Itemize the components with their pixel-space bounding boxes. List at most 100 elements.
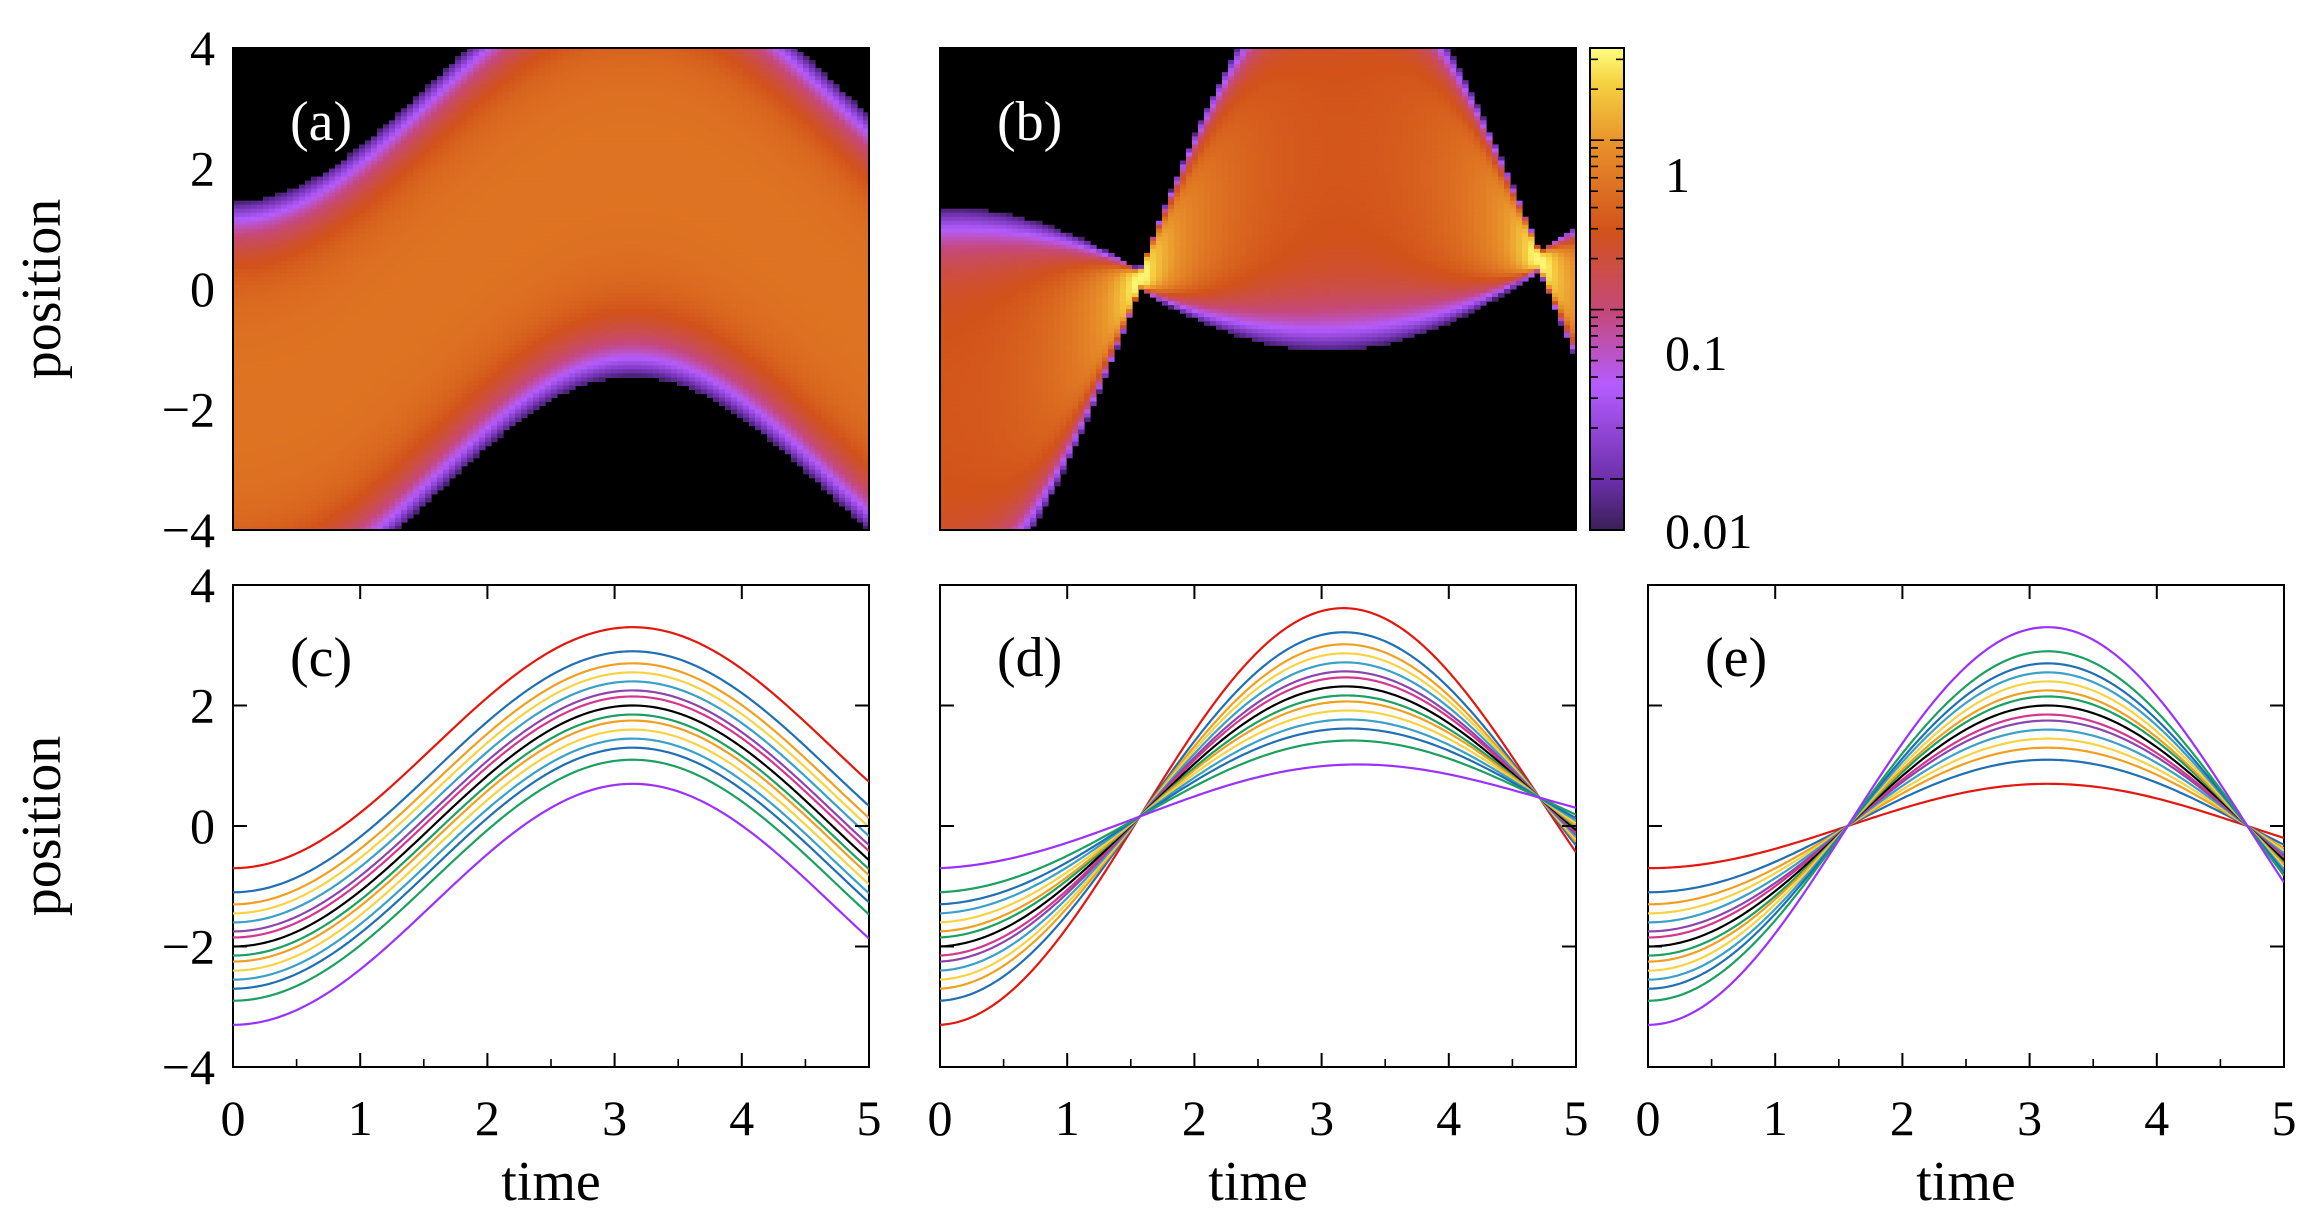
heat-cell-a-4293	[503, 228, 510, 234]
heat-cell-a-2738	[413, 176, 420, 182]
heat-cell-a-592	[275, 256, 282, 262]
heat-cell-a-3896	[479, 216, 486, 222]
heat-cell-a-988	[299, 481, 306, 487]
heat-cell-a-2547	[401, 248, 408, 254]
heat-cell-a-1780	[353, 393, 360, 399]
heat-cell-a-2151	[377, 313, 384, 318]
heat-cell-a-4913	[545, 132, 552, 137]
heat-cell-a-2541	[401, 224, 408, 230]
heat-cell-a-3116	[431, 429, 438, 435]
heat-cell-a-4600	[521, 329, 528, 334]
heat-cell-a-2961	[425, 228, 432, 234]
heat-cell-a-850	[293, 272, 300, 278]
heat-cell-a-3571	[461, 152, 468, 158]
heat-cell-a-2423	[395, 172, 402, 178]
heat-cell-a-4985	[551, 68, 558, 73]
heat-cell-a-4053	[491, 48, 498, 53]
heat-cell-a-2833	[419, 136, 426, 141]
heat-cell-a-3673	[467, 144, 474, 150]
heat-cell-a-3220	[437, 429, 444, 435]
heat-cell-a-1761	[353, 317, 360, 322]
heat-cell-a-3982	[485, 160, 492, 166]
heat-cell-a-1372	[329, 248, 336, 254]
heat-cell-a-2393	[389, 469, 396, 475]
heat-cell-a-4066	[491, 100, 498, 105]
heat-cell-a-4032	[485, 361, 492, 366]
heat-cell-a-2983	[425, 317, 432, 322]
heat-cell-a-978	[299, 441, 306, 447]
heat-cell-a-951	[299, 333, 306, 338]
heat-cell-a-3460	[455, 128, 462, 133]
heat-cell-a-2944	[425, 160, 432, 166]
heat-cell-a-1459	[335, 232, 342, 238]
heat-cell-a-1684	[347, 389, 354, 395]
heat-cell-a-3930	[479, 353, 486, 358]
heat-cell-a-3644	[461, 445, 468, 451]
heat-cell-a-2116	[377, 172, 384, 178]
heat-cell-a-302	[251, 425, 258, 431]
heat-cell-a-1858	[359, 321, 366, 326]
heat-cell-a-957	[299, 357, 306, 362]
heat-cell-a-4552	[521, 136, 528, 141]
heat-cell-a-3481	[455, 212, 462, 218]
heat-cell-a-1677	[347, 361, 354, 366]
heat-cell-a-706	[281, 377, 288, 382]
heat-cell-a-1038	[305, 333, 312, 338]
heat-cell-a-2382	[389, 425, 396, 431]
heat-cell-a-4260	[503, 96, 510, 101]
heat-cell-a-1995	[365, 481, 372, 487]
heat-cell-a-1614	[341, 485, 348, 491]
heat-cell-a-946	[299, 313, 306, 318]
heat-cell-a-1321	[323, 405, 330, 411]
heat-cell-a-3987	[485, 180, 492, 186]
heat-cell-a-495	[269, 204, 276, 210]
heat-cell-a-2411	[395, 124, 402, 129]
heat-cell-a-1517	[335, 465, 342, 471]
heat-cell-a-70	[233, 481, 240, 487]
heat-cell-a-952	[299, 337, 306, 342]
heat-cell-a-378	[257, 401, 264, 407]
heat-cell-a-2001	[365, 505, 372, 511]
heat-cell-a-729	[281, 469, 288, 475]
heat-cell-a-2332	[389, 224, 396, 230]
panel-a-heatmap	[233, 48, 869, 530]
heat-cell-a-1935	[365, 240, 372, 246]
heat-cell-a-1606	[341, 453, 348, 459]
heat-cell-a-913	[293, 525, 300, 530]
heat-cell-a-905	[293, 493, 300, 499]
heat-cell-a-2490	[395, 441, 402, 447]
heat-cell-a-98	[239, 264, 246, 270]
heat-cell-a-3172	[437, 236, 444, 242]
heat-cell-a-3065	[431, 224, 438, 230]
heat-cell-a-4735	[533, 136, 540, 141]
heat-cell-a-1058	[305, 413, 312, 419]
heat-cell-a-470	[263, 437, 270, 443]
heat-cell-a-4648	[527, 152, 534, 158]
heat-cell-a-2989	[425, 341, 432, 346]
heat-cell-a-3	[233, 212, 240, 218]
heat-cell-a-2769	[413, 301, 420, 306]
heat-cell-a-3073	[431, 256, 438, 262]
heat-cell-a-4097	[491, 224, 498, 230]
heat-cell-a-4702	[527, 369, 534, 374]
heat-cell-a-1250	[317, 477, 324, 483]
heat-cell-a-1246	[317, 461, 324, 467]
heat-cell-a-707	[281, 381, 288, 386]
heat-cell-a-2488	[395, 433, 402, 439]
heat-cell-a-4186	[497, 188, 504, 194]
heat-cell-a-2542	[401, 228, 408, 234]
heat-cell-a-3725	[467, 353, 474, 358]
heat-cell-a-392	[257, 457, 264, 463]
heat-cell-a-1708	[347, 485, 354, 491]
heat-cell-a-786	[287, 357, 294, 362]
heat-cell-a-4834	[539, 172, 546, 178]
heat-cell-a-1394	[329, 337, 336, 342]
heat-cell-a-3375	[449, 208, 456, 214]
heat-cell-a-784	[287, 349, 294, 354]
heat-cell-a-941	[299, 293, 306, 298]
heat-cell-a-3279	[443, 244, 450, 250]
heat-cell-a-702	[281, 361, 288, 366]
heat-cell-a-4545	[521, 108, 528, 113]
heat-cell-a-3005	[425, 405, 432, 411]
heat-cell-a-4595	[521, 309, 528, 314]
